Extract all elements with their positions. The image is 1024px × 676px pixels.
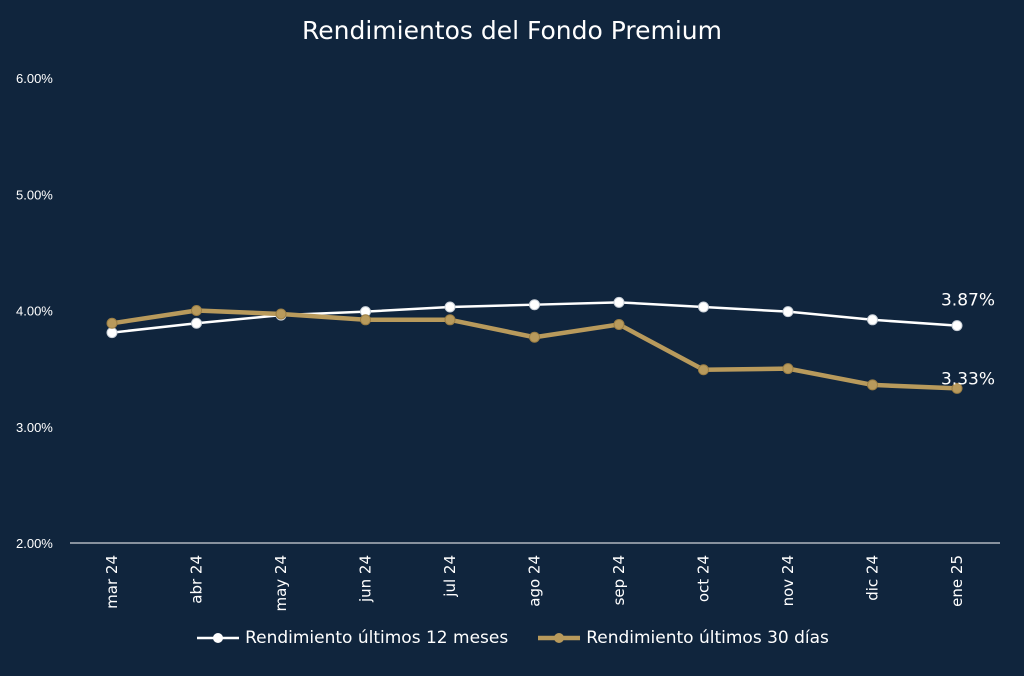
data-point-30d	[529, 331, 540, 343]
y-tick-label: 2.00%	[16, 536, 53, 551]
x-tick-label: mar 24	[103, 555, 121, 609]
data-point-30d	[191, 305, 202, 316]
data-point-30d	[698, 364, 709, 376]
x-tick-label: may 24	[272, 555, 290, 612]
data-label-12m: 3.87%	[941, 291, 995, 311]
x-tick-label: dic 24	[864, 555, 882, 601]
data-point-30d	[867, 379, 878, 391]
chart-title: Rendimientos del Fondo Premium	[301, 16, 722, 45]
x-tick-label: nov 24	[779, 555, 797, 606]
data-point-12m	[951, 320, 963, 332]
data-point-12m	[782, 306, 794, 318]
data-point-30d	[275, 308, 287, 320]
series-line-30d	[111, 308, 958, 391]
x-tick-label: jul 24	[441, 555, 459, 598]
y-tick-label: 5.00%	[16, 187, 53, 202]
data-point-12m	[529, 299, 540, 311]
x-tick-label: ago 24	[526, 555, 544, 607]
data-point-30d	[951, 382, 963, 394]
legend-label-12m: Rendimiento últimos 12 meses	[245, 628, 509, 648]
legend-label-30d: Rendimiento últimos 30 días	[586, 628, 829, 648]
legend-swatch-30d	[538, 633, 581, 643]
data-point-12m	[106, 327, 118, 339]
data-point-30d	[106, 317, 118, 329]
data-point-30d	[613, 318, 625, 330]
x-tick-label: ene 25	[948, 555, 966, 607]
data-point-12m	[444, 301, 456, 313]
data-point-30d	[782, 363, 794, 375]
data-point-12m	[191, 317, 202, 329]
x-tick-label: oct 24	[695, 555, 713, 602]
x-tick-label: abr 24	[188, 555, 206, 604]
x-tick-label: jun 24	[357, 555, 375, 603]
data-point-30d	[444, 314, 456, 326]
legend-item-12m: Rendimiento últimos 12 meses	[195, 628, 508, 648]
legend-swatch-12m	[197, 633, 240, 643]
legend-item-30d: Rendimiento últimos 30 días	[536, 628, 829, 648]
data-point-12m	[698, 301, 709, 313]
legend: Rendimiento últimos 12 meses Rendimiento…	[0, 628, 1024, 648]
data-point-12m	[867, 314, 878, 326]
y-tick-label: 3.00%	[16, 420, 53, 435]
data-point-12m	[613, 296, 625, 308]
data-label-30d: 3.33%	[941, 369, 995, 389]
data-point-30d	[360, 314, 371, 326]
y-tick-label: 6.00%	[16, 71, 53, 86]
y-tick-label: 4.00%	[16, 304, 53, 319]
x-tick-label: sep 24	[610, 555, 628, 605]
